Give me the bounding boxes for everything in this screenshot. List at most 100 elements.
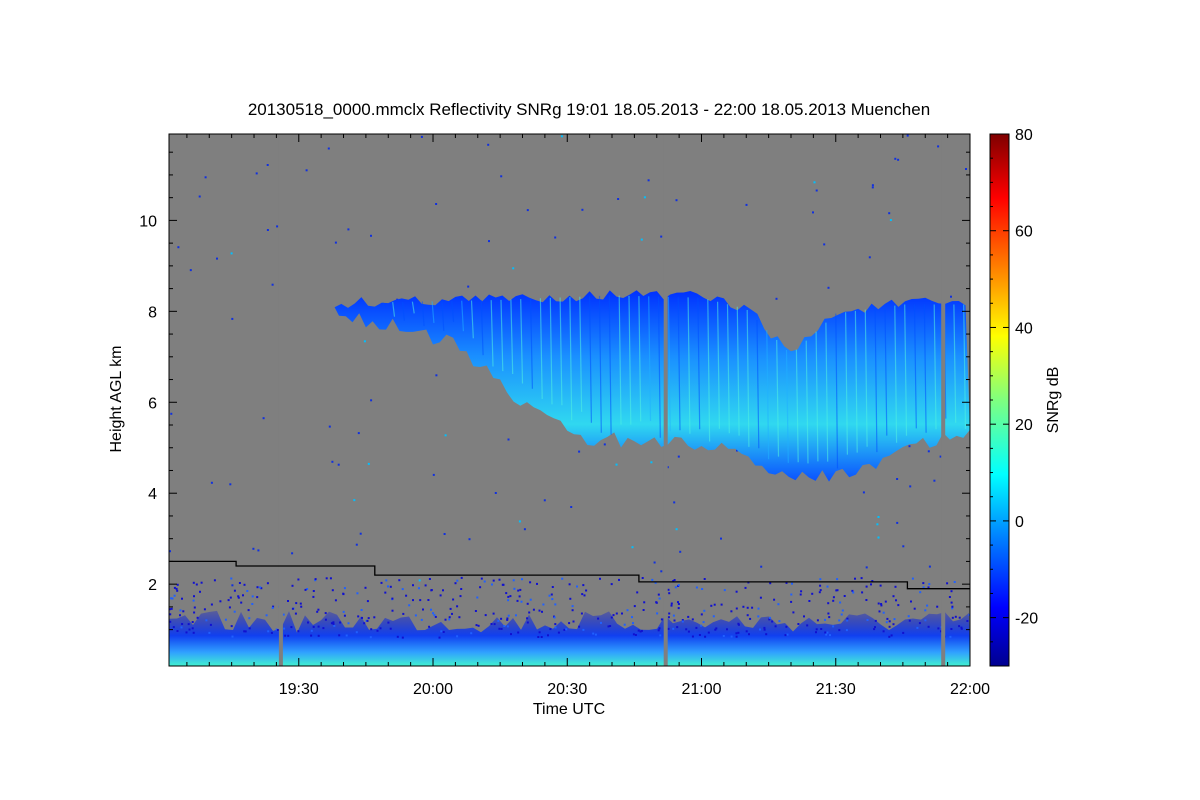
fall-streak: [697, 297, 701, 430]
bl-speckle: [565, 628, 568, 631]
noise-speckle: [812, 211, 814, 214]
plot-area: [169, 134, 970, 666]
bl-speckle: [832, 599, 835, 602]
noise-speckle: [950, 295, 952, 298]
bl-speckle: [355, 631, 358, 634]
noise-speckle: [359, 532, 362, 535]
bl-speckle: [520, 600, 523, 603]
bl-speckle: [230, 625, 233, 628]
bl-speckle: [672, 580, 675, 582]
plot-frame: [168, 133, 971, 667]
bl-speckle: [940, 630, 943, 633]
bl-speckle: [687, 630, 690, 633]
bl-speckle: [610, 616, 613, 619]
bl-speckle: [877, 602, 880, 605]
bl-speckle: [824, 618, 826, 621]
bl-speckle: [846, 617, 849, 620]
bl-speckle: [503, 625, 506, 627]
bl-speckle: [561, 577, 564, 580]
bl-speckle: [444, 618, 447, 621]
bl-speckle: [892, 623, 895, 626]
bl-speckle: [960, 626, 963, 629]
bl-speckle: [295, 602, 298, 605]
noise-speckle: [204, 176, 207, 179]
bl-speckle: [312, 595, 315, 598]
bl-speckle: [902, 631, 905, 634]
fall-streak: [854, 310, 858, 453]
bl-speckle: [840, 613, 843, 616]
bl-speckle: [609, 625, 612, 627]
bl-speckle: [960, 627, 963, 630]
bl-speckle: [396, 635, 399, 638]
noise-speckle: [889, 219, 892, 221]
bl-speckle: [797, 623, 800, 625]
bl-speckle: [265, 614, 268, 617]
fall-streak: [500, 299, 504, 372]
fall-streak: [933, 304, 937, 430]
fall-streak: [785, 349, 789, 463]
bl-speckle: [227, 599, 230, 602]
fall-streak: [805, 340, 809, 464]
fall-streak: [736, 306, 740, 436]
bl-speckle: [820, 628, 823, 630]
noise-speckle: [560, 135, 563, 138]
bl-speckle: [886, 617, 889, 620]
bl-speckle: [402, 612, 405, 615]
bl-speckle: [639, 630, 642, 633]
bl-speckle: [304, 588, 307, 591]
bl-speckle: [784, 634, 787, 637]
bl-speckle: [632, 622, 634, 625]
bl-speckle: [237, 595, 240, 598]
bl-speckle: [526, 617, 529, 620]
bl-speckle: [581, 593, 584, 596]
bl-speckle: [169, 613, 172, 616]
bl-speckle: [618, 578, 620, 581]
noise-speckle: [868, 256, 871, 259]
fall-streak: [421, 301, 425, 327]
bl-speckle: [640, 629, 643, 632]
noise-speckle: [823, 243, 826, 246]
bl-speckle: [773, 598, 776, 601]
cloud-echo: [334, 290, 970, 482]
bl-speckle: [746, 606, 749, 609]
bl-speckle: [500, 627, 503, 630]
bl-speckle: [825, 633, 828, 636]
noise-speckle: [507, 438, 510, 441]
bl-speckle: [615, 612, 618, 615]
x-tick-label: 22:00: [950, 681, 990, 698]
noise-speckle: [581, 208, 584, 211]
bl-speckle: [832, 596, 835, 599]
bl-speckle: [474, 610, 477, 612]
bl-speckle: [342, 593, 345, 596]
bl-speckle: [735, 632, 738, 635]
colorbar-ticks: -20 0 20 40 60 80: [990, 127, 1038, 643]
bl-speckle: [888, 625, 891, 628]
noise-speckle: [305, 169, 308, 172]
fall-streak: [402, 301, 405, 321]
bl-speckle: [460, 588, 463, 590]
colorbar-tick-label: -20: [1015, 611, 1038, 628]
bl-speckle: [367, 617, 370, 620]
noise-speckle: [327, 147, 330, 150]
noise-speckle: [813, 181, 816, 184]
bl-speckle: [200, 581, 203, 584]
bl-speckle: [554, 626, 557, 629]
bl-speckle: [746, 614, 749, 617]
bl-speckle: [170, 607, 173, 610]
bl-speckle: [632, 633, 635, 636]
bl-speckle: [439, 594, 442, 597]
bl-speckle: [408, 604, 411, 607]
noise-speckle: [906, 134, 909, 137]
noise-speckle: [231, 317, 234, 320]
bl-speckle: [454, 582, 457, 585]
noise-speckle: [615, 463, 618, 466]
noise-speckle: [420, 135, 423, 138]
bl-speckle: [519, 588, 522, 591]
bl-speckle: [538, 609, 541, 612]
bl-speckle: [366, 600, 369, 603]
fall-streak: [795, 349, 799, 463]
bl-speckle: [659, 634, 662, 637]
bl-speckle: [506, 617, 509, 620]
bl-speckle: [571, 605, 574, 608]
bl-speckle: [270, 631, 273, 634]
